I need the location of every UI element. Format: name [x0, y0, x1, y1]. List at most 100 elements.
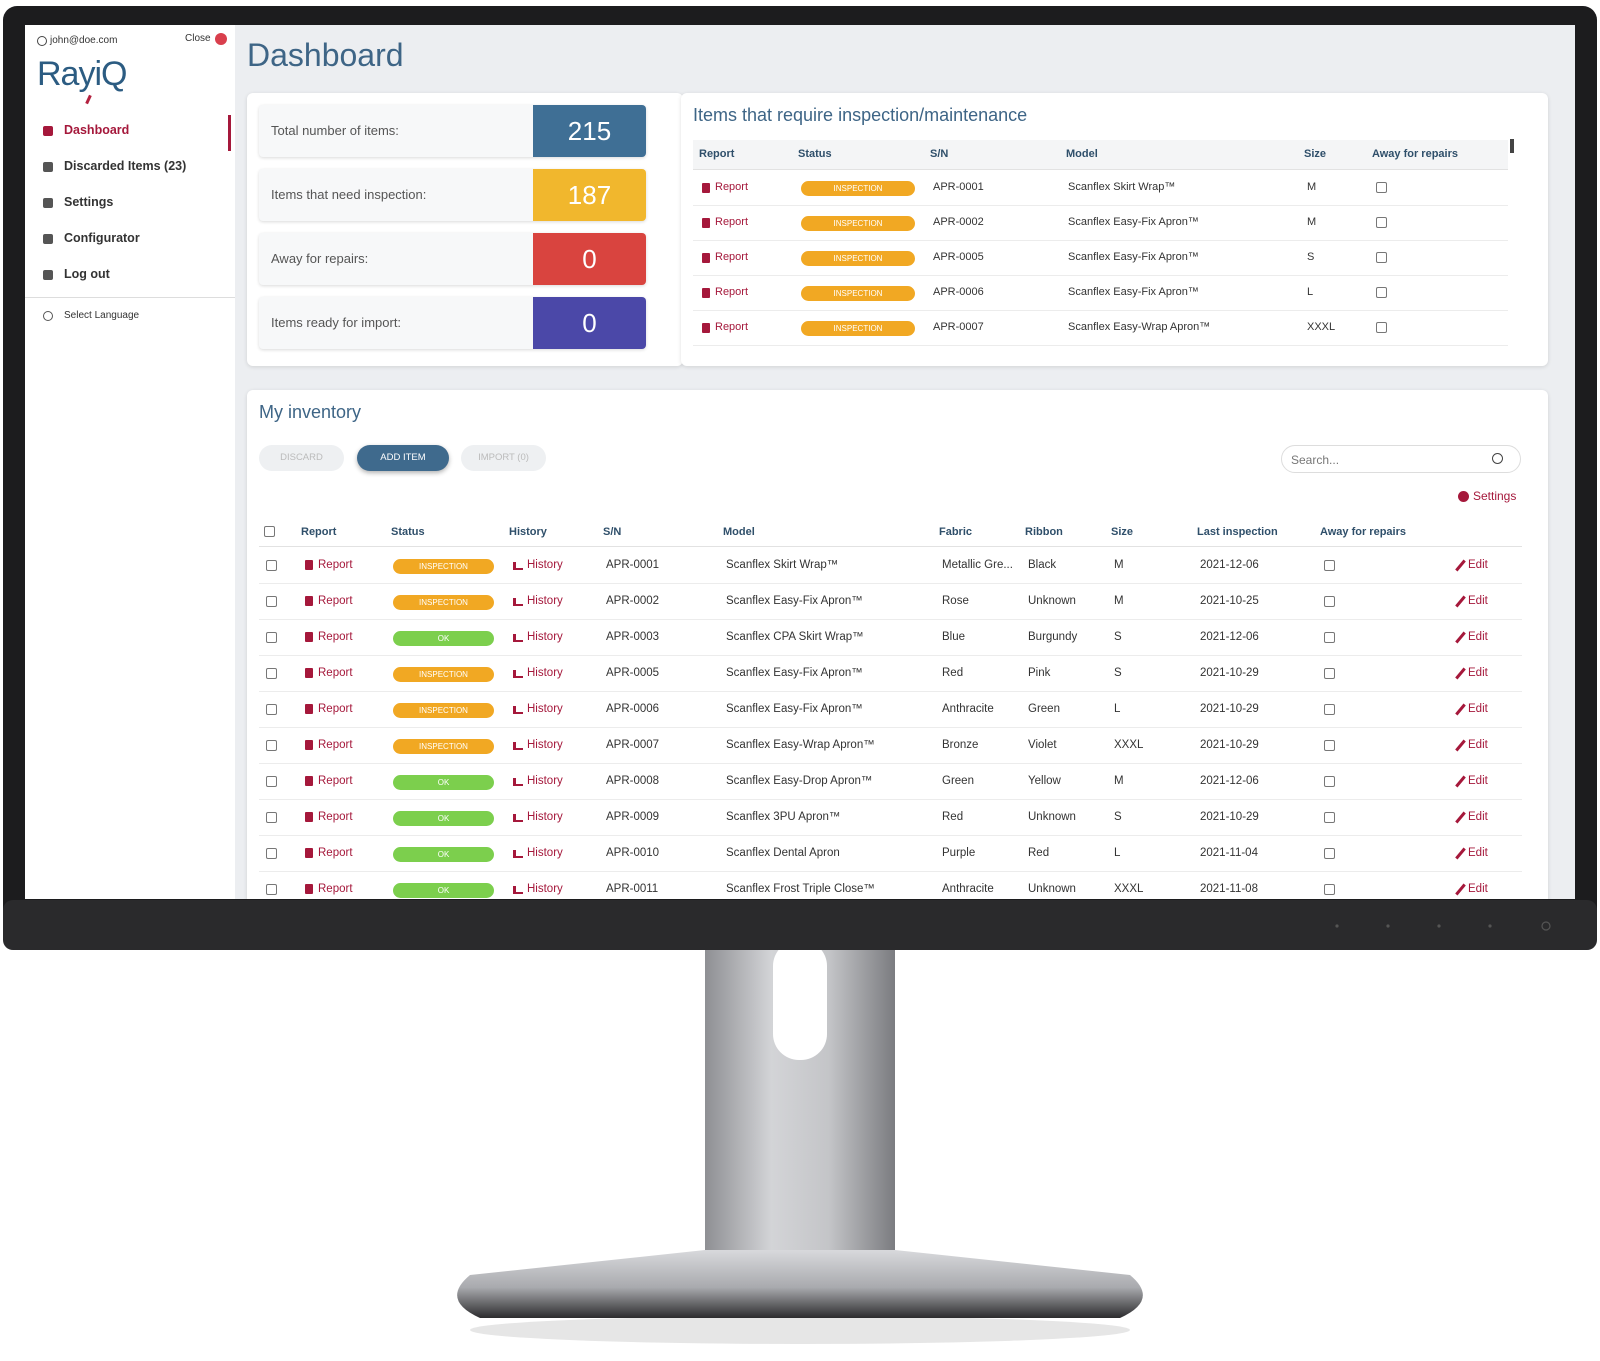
- report-link[interactable]: Report: [715, 321, 749, 333]
- history-link[interactable]: History: [527, 883, 563, 895]
- edit-link[interactable]: Edit: [1468, 667, 1488, 679]
- fabric: Rose: [942, 595, 969, 607]
- close-icon[interactable]: [215, 33, 227, 45]
- size: M: [1114, 595, 1124, 607]
- report-link[interactable]: Report: [318, 559, 353, 571]
- report-link[interactable]: Report: [715, 181, 749, 193]
- checkbox[interactable]: [266, 812, 277, 823]
- size: XXXL: [1114, 739, 1144, 751]
- history-link[interactable]: History: [527, 595, 563, 607]
- import-button[interactable]: IMPORT (0): [461, 445, 546, 471]
- history-link[interactable]: History: [527, 775, 563, 787]
- report-icon: [702, 288, 710, 298]
- report-link[interactable]: Report: [318, 775, 353, 787]
- checkbox[interactable]: [1324, 560, 1335, 571]
- status-pill: OK: [393, 847, 494, 862]
- checkbox[interactable]: [266, 668, 277, 679]
- edit-link[interactable]: Edit: [1468, 739, 1488, 751]
- settings-link[interactable]: Settings: [1473, 489, 1517, 503]
- checkbox[interactable]: [1324, 848, 1335, 859]
- edit-link[interactable]: Edit: [1468, 811, 1488, 823]
- close-button[interactable]: Close: [185, 33, 211, 44]
- checkbox[interactable]: [1324, 704, 1335, 715]
- serial: APR-0001: [933, 181, 984, 193]
- status-pill: OK: [393, 631, 494, 646]
- checkbox[interactable]: [1324, 884, 1335, 895]
- language-icon: [43, 311, 53, 321]
- history-link[interactable]: History: [527, 703, 563, 715]
- history-link[interactable]: History: [527, 811, 563, 823]
- report-link[interactable]: Report: [318, 595, 353, 607]
- nav-item[interactable]: Configurator: [64, 231, 140, 245]
- checkbox[interactable]: [1324, 812, 1335, 823]
- edit-link[interactable]: Edit: [1468, 883, 1488, 895]
- model: Scanflex Easy-Fix Apron™: [1068, 216, 1199, 228]
- checkbox[interactable]: [1324, 596, 1335, 607]
- history-link[interactable]: History: [527, 739, 563, 751]
- nav-icon: [43, 162, 53, 172]
- search-box[interactable]: Search...: [1281, 445, 1521, 473]
- edit-link[interactable]: Edit: [1468, 775, 1488, 787]
- report-link[interactable]: Report: [715, 251, 749, 263]
- column-header: Status: [391, 526, 425, 538]
- search-icon: [1492, 453, 1503, 464]
- edit-link[interactable]: Edit: [1468, 847, 1488, 859]
- stats-panel panel: Total number of items: 215 Items that need…: [247, 93, 683, 366]
- edit-link[interactable]: Edit: [1468, 703, 1488, 715]
- checkbox[interactable]: [266, 884, 277, 895]
- checkbox[interactable]: [1376, 182, 1387, 193]
- report-link[interactable]: Report: [715, 286, 749, 298]
- report-icon: [702, 218, 710, 228]
- checkbox[interactable]: [1376, 217, 1387, 228]
- checkbox[interactable]: [266, 596, 277, 607]
- report-link[interactable]: Report: [318, 631, 353, 643]
- nav-item[interactable]: Discarded Items (23): [64, 159, 187, 173]
- checkbox[interactable]: [1376, 322, 1387, 333]
- checkbox[interactable]: [1324, 776, 1335, 787]
- edit-link[interactable]: Edit: [1468, 631, 1488, 643]
- language-select[interactable]: Select Language: [64, 310, 140, 321]
- checkbox[interactable]: [266, 704, 277, 715]
- checkbox[interactable]: [264, 526, 275, 537]
- report-link[interactable]: Report: [318, 703, 353, 715]
- checkbox[interactable]: [266, 740, 277, 751]
- checkbox[interactable]: [266, 848, 277, 859]
- checkbox[interactable]: [1324, 740, 1335, 751]
- model: Scanflex Easy-Fix Apron™: [726, 595, 863, 607]
- model: Scanflex Easy-Fix Apron™: [726, 703, 863, 715]
- ribbon: Yellow: [1028, 775, 1061, 787]
- history-link[interactable]: History: [527, 667, 563, 679]
- nav-item[interactable]: Log out: [64, 267, 110, 281]
- row-divider: [259, 763, 1522, 764]
- history-link[interactable]: History: [527, 631, 563, 643]
- nav-item[interactable]: Settings: [64, 195, 114, 209]
- row-divider: [259, 835, 1522, 836]
- checkbox[interactable]: [1324, 632, 1335, 643]
- fabric: Anthracite: [942, 883, 994, 895]
- checkbox[interactable]: [1324, 668, 1335, 679]
- report-link[interactable]: Report: [318, 739, 353, 751]
- report-link[interactable]: Report: [318, 847, 353, 859]
- fabric: Red: [942, 811, 964, 823]
- checkbox[interactable]: [266, 560, 277, 571]
- edit-link[interactable]: Edit: [1468, 559, 1488, 571]
- checkbox[interactable]: [1376, 287, 1387, 298]
- report-link[interactable]: Report: [318, 811, 353, 823]
- edit-link[interactable]: Edit: [1468, 595, 1488, 607]
- stat-label: Total number of items:: [271, 123, 399, 138]
- add-item-button[interactable]: ADD ITEM: [357, 445, 449, 471]
- discard-button[interactable]: DISCARD: [259, 445, 344, 471]
- nav-item[interactable]: Dashboard: [64, 123, 130, 137]
- report-link[interactable]: Report: [715, 216, 749, 228]
- checkbox[interactable]: [1376, 252, 1387, 263]
- inspection-panel: Items that require inspection/maintenanc…: [681, 93, 1548, 366]
- settings-icon[interactable]: [1458, 491, 1469, 502]
- checkbox[interactable]: [266, 776, 277, 787]
- row-divider: [693, 240, 1508, 241]
- history-link[interactable]: History: [527, 559, 563, 571]
- report-link[interactable]: Report: [318, 883, 353, 895]
- report-link[interactable]: Report: [318, 667, 353, 679]
- stat-card: Items ready for import: 0: [259, 297, 646, 349]
- checkbox[interactable]: [266, 632, 277, 643]
- history-link[interactable]: History: [527, 847, 563, 859]
